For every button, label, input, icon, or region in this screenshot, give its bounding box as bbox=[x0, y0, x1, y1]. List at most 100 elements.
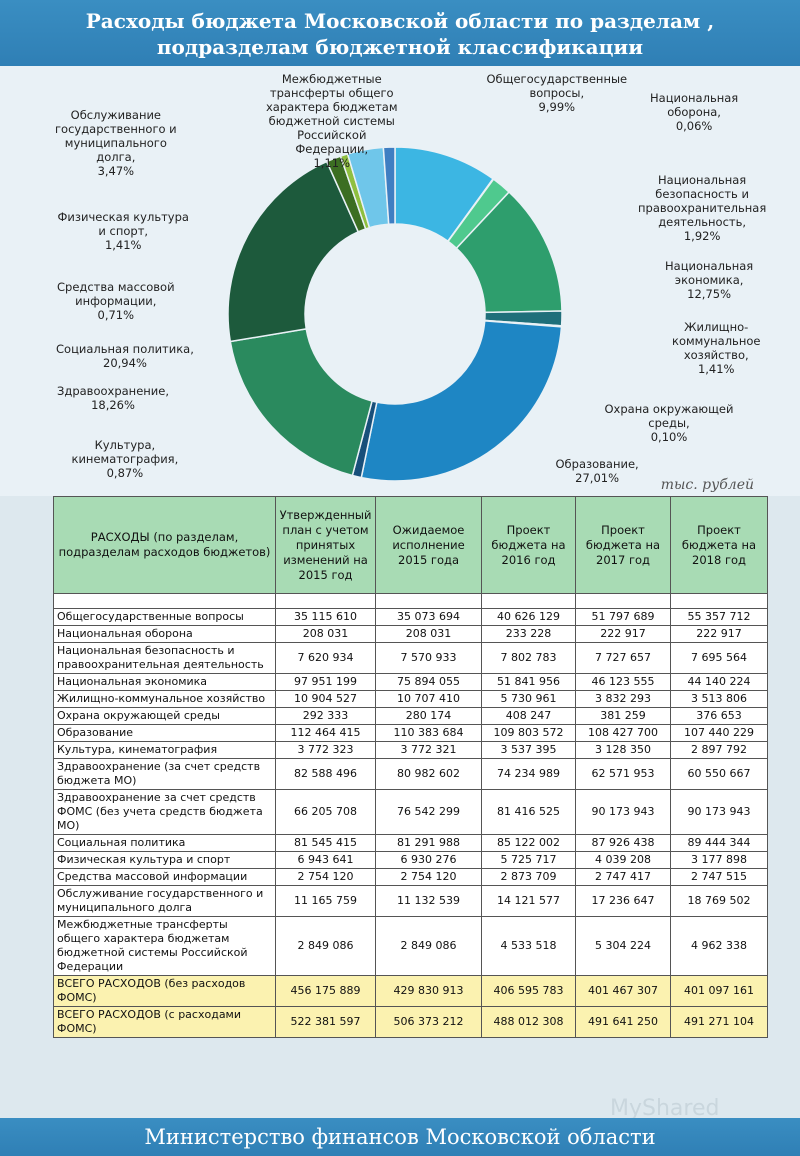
value-cell: 80 982 602 bbox=[375, 758, 482, 790]
value-cell: 3 513 806 bbox=[670, 690, 768, 708]
value-cell: 4 962 338 bbox=[670, 916, 768, 976]
page-title-line1: Расходы бюджета Московской области по ра… bbox=[85, 9, 715, 33]
row-label-cell: Национальная оборона bbox=[53, 625, 276, 643]
table-row: Средства массовой информации 2 754 120 2 7… bbox=[53, 868, 768, 886]
spacer-cell bbox=[575, 593, 671, 609]
table-row: Физическая культура и спорт 6 943 641 6 93… bbox=[53, 851, 768, 869]
value-cell: 280 174 bbox=[375, 707, 482, 725]
value-cell: 51 841 956 bbox=[481, 673, 576, 691]
value-cell: 81 291 988 bbox=[375, 834, 482, 852]
table-row: Национальная безопасность и правоохранит… bbox=[53, 642, 768, 674]
value-cell: 4 533 518 bbox=[481, 916, 576, 976]
row-label-cell: Национальная экономика bbox=[53, 673, 276, 691]
value-cell: 87 926 438 bbox=[575, 834, 671, 852]
value-cell: 5 725 717 bbox=[481, 851, 576, 869]
value-cell: 75 894 055 bbox=[375, 673, 482, 691]
value-cell: 107 440 229 bbox=[670, 724, 768, 742]
value-cell: 74 234 989 bbox=[481, 758, 576, 790]
slice-label-3: Национальная безопасность и правоохранител… bbox=[638, 173, 767, 243]
slice-label-7: Образование, 27,01% bbox=[555, 457, 639, 485]
value-cell: 40 626 129 bbox=[481, 608, 576, 626]
value-cell: 7 802 783 bbox=[481, 642, 576, 674]
value-cell: 51 797 689 bbox=[575, 608, 671, 626]
value-cell: 82 588 496 bbox=[275, 758, 376, 790]
value-cell: 11 132 539 bbox=[375, 885, 482, 917]
value-cell: 2 747 515 bbox=[670, 868, 768, 886]
column-header-5: Проект бюджета на 2017 год bbox=[575, 496, 671, 594]
row-label-cell: Здравоохранение за счет средств ФОМС (бе… bbox=[53, 789, 276, 835]
value-cell: 2 873 709 bbox=[481, 868, 576, 886]
spacer-cell bbox=[670, 593, 768, 609]
donut-slice-10 bbox=[227, 160, 360, 343]
value-cell: 112 464 415 bbox=[275, 724, 376, 742]
value-cell: 491 271 104 bbox=[670, 1006, 768, 1038]
value-cell: 11 165 759 bbox=[275, 885, 376, 917]
value-cell: 18 769 502 bbox=[670, 885, 768, 917]
slice-label-4: Национальная экономика, 12,75% bbox=[665, 259, 754, 301]
value-cell: 7 727 657 bbox=[575, 642, 671, 674]
table-row: Межбюджетные трансферты общего характера… bbox=[53, 916, 768, 976]
value-cell: 292 333 bbox=[275, 707, 376, 725]
page-header: Расходы бюджета Московской области по ра… bbox=[0, 0, 800, 66]
unit-label: тыс. рублей bbox=[660, 477, 754, 493]
page-title-line2: подразделам бюджетной классификации bbox=[156, 35, 644, 59]
value-cell: 7 570 933 bbox=[375, 642, 482, 674]
table-row: Образование 112 464 415 110 383 684 109 803… bbox=[53, 724, 768, 742]
table-row: Здравоохранение (за счет средств бюджета… bbox=[53, 758, 768, 790]
column-header-6: Проект бюджета на 2018 год bbox=[670, 496, 768, 594]
value-cell: 46 123 555 bbox=[575, 673, 671, 691]
spacer-cell bbox=[275, 593, 376, 609]
watermark: MyShared bbox=[610, 1096, 720, 1121]
row-label-cell: Здравоохранение (за счет средств бюджета… bbox=[53, 758, 276, 790]
value-cell: 429 830 913 bbox=[375, 975, 482, 1007]
value-cell: 376 653 bbox=[670, 707, 768, 725]
value-cell: 81 545 415 bbox=[275, 834, 376, 852]
row-label-cell: Общегосударственные вопросы bbox=[53, 608, 276, 626]
value-cell: 35 073 694 bbox=[375, 608, 482, 626]
value-cell: 2 897 792 bbox=[670, 741, 768, 759]
value-cell: 55 357 712 bbox=[670, 608, 768, 626]
slice-label-12: Средства массовой информации, 0,71% bbox=[57, 280, 175, 322]
value-cell: 222 917 bbox=[575, 625, 671, 643]
table-row: Национальная экономика 97 951 199 75 894 0… bbox=[53, 673, 768, 691]
value-cell: 488 012 308 bbox=[481, 1006, 576, 1038]
value-cell: 10 904 527 bbox=[275, 690, 376, 708]
budget-table: РАСХОДЫ (по разделам, подразделам расход… bbox=[53, 496, 768, 1038]
value-cell: 401 467 307 bbox=[575, 975, 671, 1007]
value-cell: 401 097 161 bbox=[670, 975, 768, 1007]
row-label-cell: ВСЕГО РАСХОДОВ (без расходов ФОМС) bbox=[53, 975, 276, 1007]
value-cell: 90 173 943 bbox=[575, 789, 671, 835]
value-cell: 17 236 647 bbox=[575, 885, 671, 917]
spacer-cell bbox=[53, 593, 276, 609]
footer-text: Министерство финансов Московской области bbox=[144, 1125, 656, 1149]
value-cell: 110 383 684 bbox=[375, 724, 482, 742]
value-cell: 6 930 276 bbox=[375, 851, 482, 869]
slice-label-10: Социальная политика, 20,94% bbox=[56, 342, 194, 370]
value-cell: 76 542 299 bbox=[375, 789, 482, 835]
value-cell: 7 695 564 bbox=[670, 642, 768, 674]
table-spacer-row bbox=[53, 593, 768, 609]
value-cell: 3 772 321 bbox=[375, 741, 482, 759]
column-header-2: Утвержденный план с учетом принятых изме… bbox=[275, 496, 376, 594]
value-cell: 381 259 bbox=[575, 707, 671, 725]
spacer-cell bbox=[481, 593, 576, 609]
table-total-row: ВСЕГО РАСХОДОВ (с расходами ФОМС) 522 381… bbox=[53, 1006, 768, 1038]
row-label-cell: ВСЕГО РАСХОДОВ (с расходами ФОМС) bbox=[53, 1006, 276, 1038]
table-header-row: РАСХОДЫ (по разделам, подразделам расход… bbox=[53, 496, 768, 594]
value-cell: 5 304 224 bbox=[575, 916, 671, 976]
value-cell: 491 641 250 bbox=[575, 1006, 671, 1038]
value-cell: 222 917 bbox=[670, 625, 768, 643]
table-row: Охрана окружающей среды 292 333 280 174 408… bbox=[53, 707, 768, 725]
value-cell: 90 173 943 bbox=[670, 789, 768, 835]
value-cell: 66 205 708 bbox=[275, 789, 376, 835]
expense-donut-chart: Общегосударственные вопросы, 9,99% Национал… bbox=[0, 66, 800, 496]
value-cell: 62 571 953 bbox=[575, 758, 671, 790]
value-cell: 14 121 577 bbox=[481, 885, 576, 917]
value-cell: 208 031 bbox=[375, 625, 482, 643]
value-cell: 3 832 293 bbox=[575, 690, 671, 708]
slice-label-2: Национальная оборона, 0,06% bbox=[650, 91, 739, 133]
row-label-cell: Физическая культура и спорт bbox=[53, 851, 276, 869]
value-cell: 44 140 224 bbox=[670, 673, 768, 691]
value-cell: 60 550 667 bbox=[670, 758, 768, 790]
value-cell: 81 416 525 bbox=[481, 789, 576, 835]
